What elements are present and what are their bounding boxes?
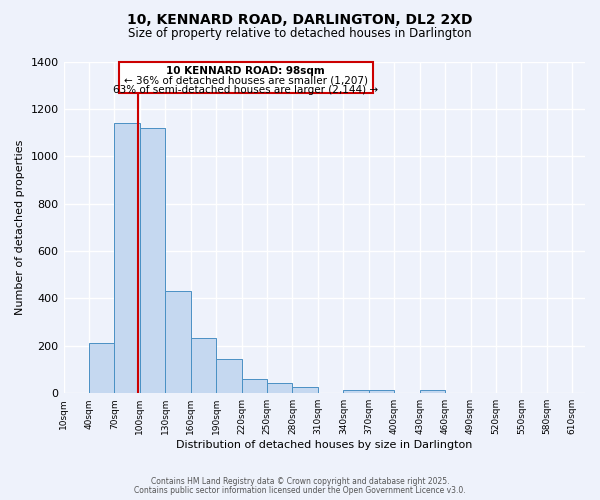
Bar xyxy=(140,128,165,393)
Bar xyxy=(343,390,369,393)
Bar xyxy=(267,383,292,393)
Bar xyxy=(292,388,318,393)
Text: 63% of semi-detached houses are larger (2,144) →: 63% of semi-detached houses are larger (… xyxy=(113,84,379,94)
Text: Contains public sector information licensed under the Open Government Licence v3: Contains public sector information licen… xyxy=(134,486,466,495)
Bar xyxy=(89,344,115,393)
Bar xyxy=(369,390,394,393)
Bar xyxy=(216,359,242,393)
Text: Size of property relative to detached houses in Darlington: Size of property relative to detached ho… xyxy=(128,28,472,40)
X-axis label: Distribution of detached houses by size in Darlington: Distribution of detached houses by size … xyxy=(176,440,472,450)
Text: 10 KENNARD ROAD: 98sqm: 10 KENNARD ROAD: 98sqm xyxy=(166,66,325,76)
Bar xyxy=(242,379,267,393)
Text: 10, KENNARD ROAD, DARLINGTON, DL2 2XD: 10, KENNARD ROAD, DARLINGTON, DL2 2XD xyxy=(127,12,473,26)
FancyBboxPatch shape xyxy=(119,62,373,94)
Bar xyxy=(191,338,216,393)
Bar xyxy=(165,292,191,393)
Text: ← 36% of detached houses are smaller (1,207): ← 36% of detached houses are smaller (1,… xyxy=(124,75,368,85)
Text: Contains HM Land Registry data © Crown copyright and database right 2025.: Contains HM Land Registry data © Crown c… xyxy=(151,477,449,486)
Bar xyxy=(419,390,445,393)
Bar xyxy=(115,123,140,393)
Y-axis label: Number of detached properties: Number of detached properties xyxy=(15,140,25,315)
